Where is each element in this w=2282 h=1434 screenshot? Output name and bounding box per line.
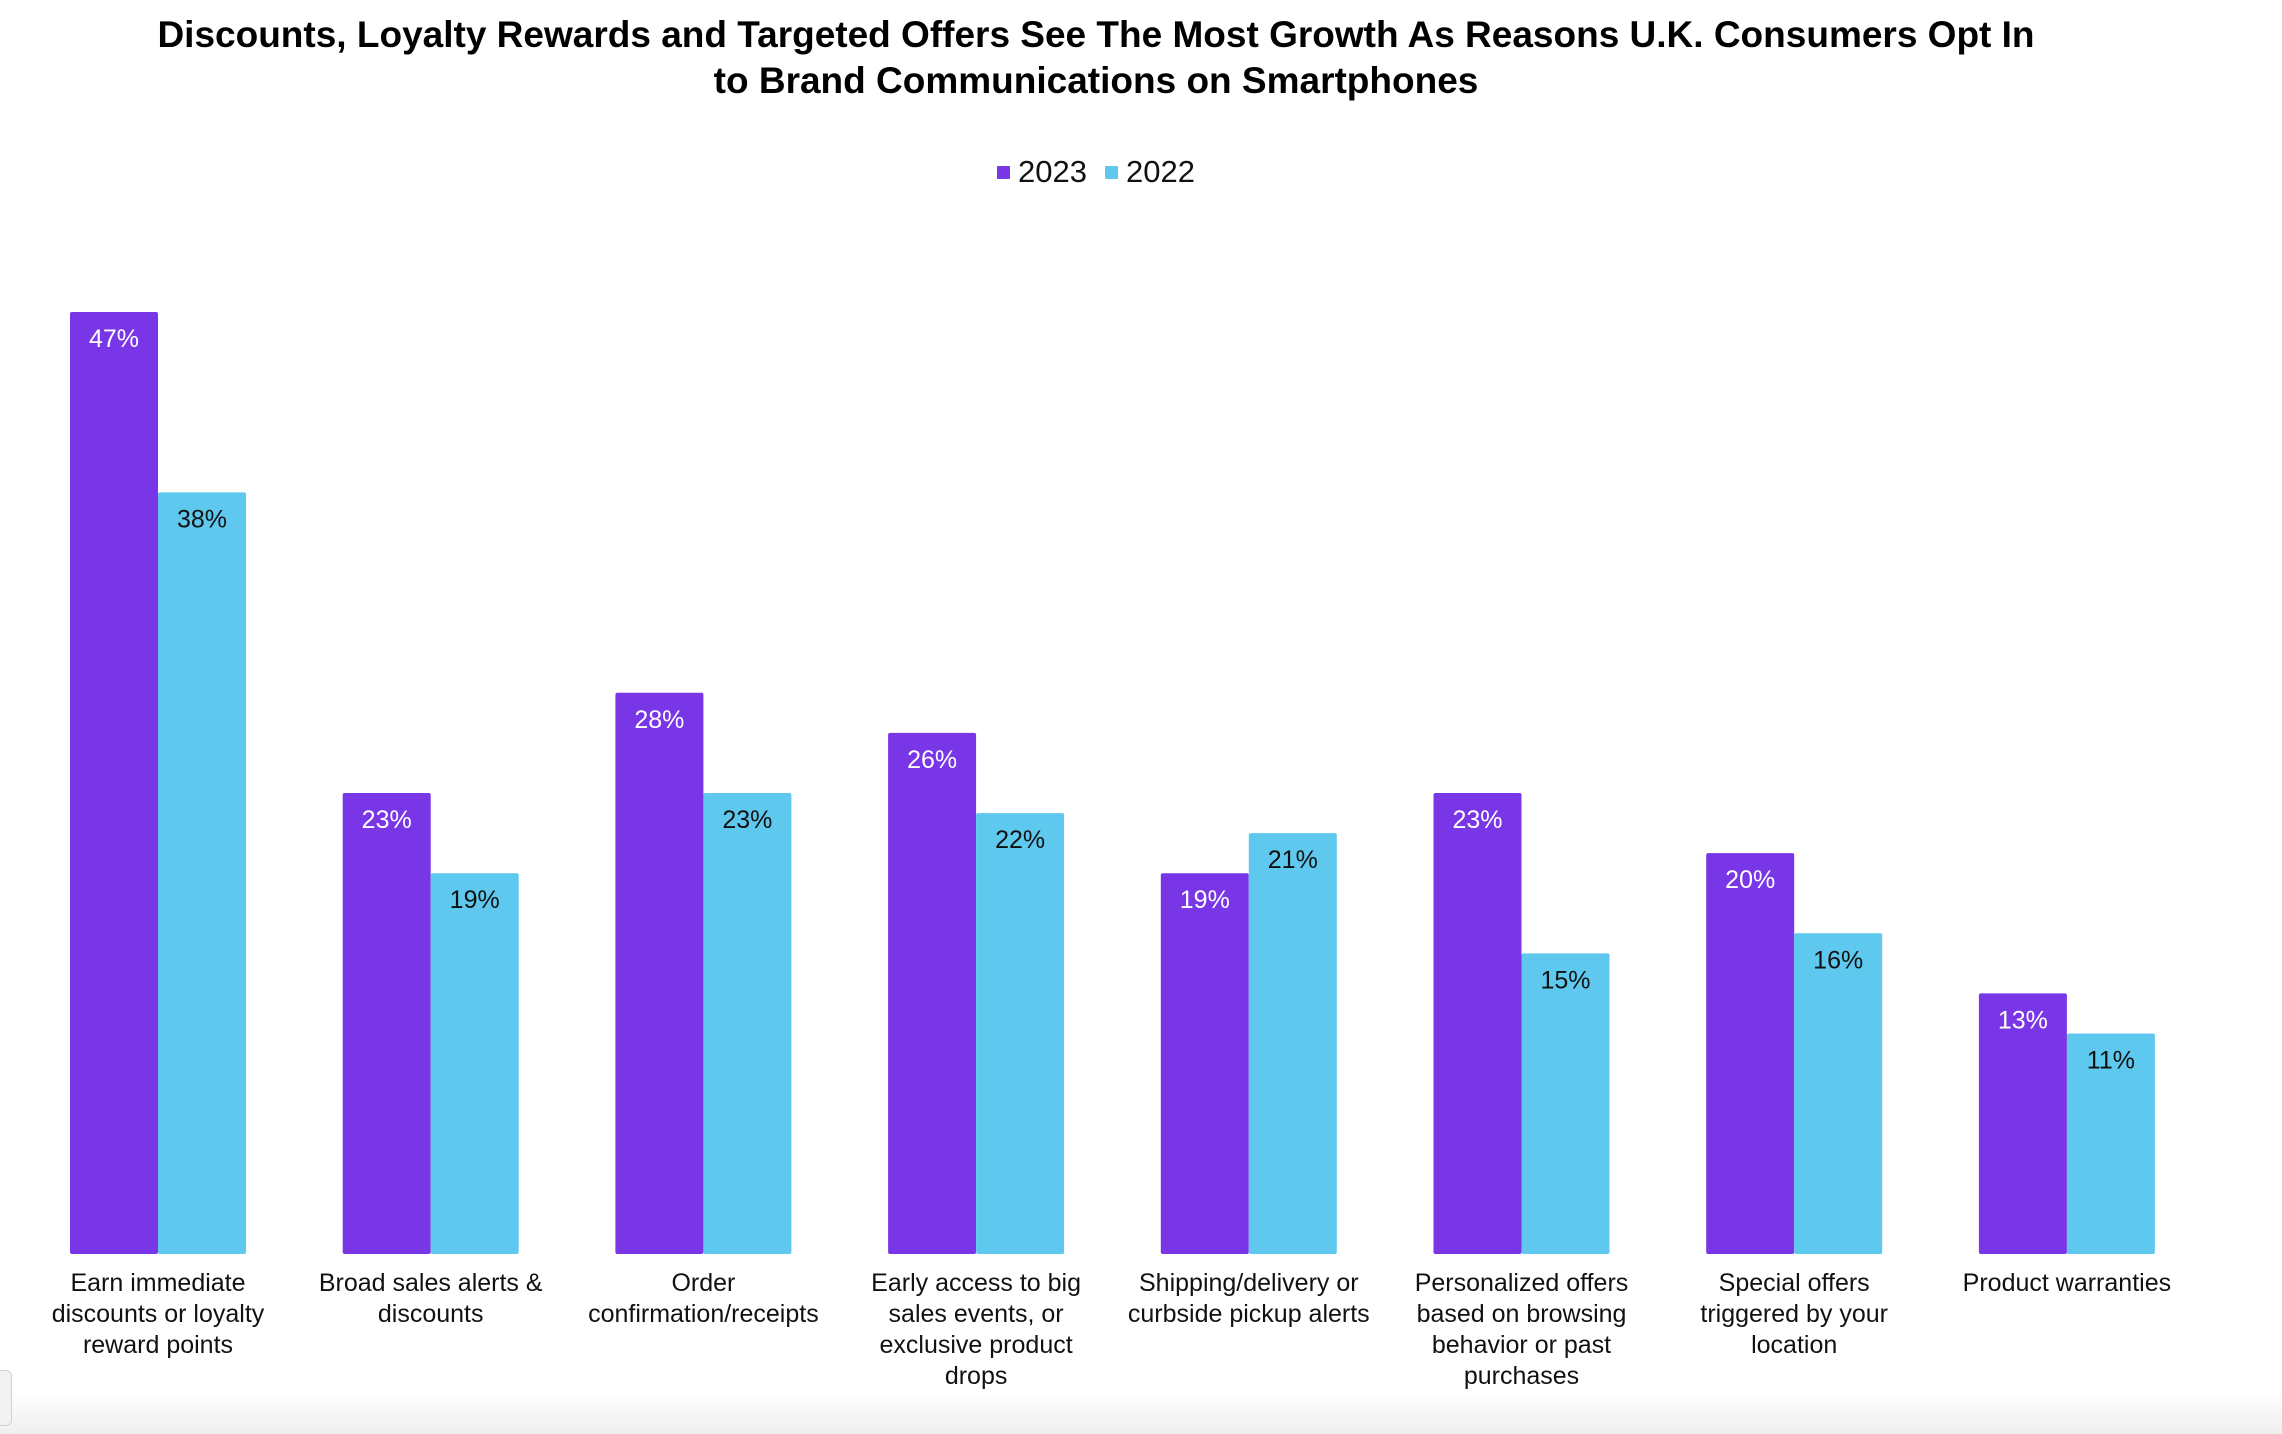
- data-label-2022-cat-0: 38%: [177, 505, 227, 533]
- category-label-3: Early access to big sales events, or exclu…: [846, 1268, 1106, 1392]
- bar-2022-cat-2: [703, 793, 792, 1254]
- category-label-1-line-0: Broad sales alerts &: [318, 1269, 543, 1297]
- category-label-0-line-2: reward points: [82, 1331, 234, 1359]
- data-label-2023-cat-4: 19%: [1180, 886, 1230, 914]
- bar-2023-cat-5: [1433, 793, 1522, 1254]
- data-label-2023-cat-1: 23%: [362, 806, 412, 834]
- data-label-2023-cat-2: 28%: [634, 706, 684, 734]
- bar-2023-cat-0: [70, 312, 158, 1254]
- category-label-3-line-3: drops: [944, 1362, 1008, 1390]
- bar-2023-cat-1: [342, 793, 431, 1254]
- category-label-3-line-2: exclusive product: [879, 1331, 1073, 1359]
- category-label-3-line-1: sales events, or: [888, 1300, 1064, 1328]
- category-label-1: Broad sales alerts & discounts: [301, 1268, 561, 1330]
- bar-2022-cat-0: [158, 492, 246, 1254]
- category-label-2: Order confirmation/receipts: [573, 1268, 833, 1330]
- category-label-0: Earn immediate discounts or loyalty reward…: [28, 1268, 288, 1361]
- category-label-5-line-1: based on browsing: [1416, 1300, 1627, 1328]
- category-label-3-line-0: Early access to big: [871, 1269, 1081, 1297]
- category-label-2-line-1: confirmation/receipts: [588, 1300, 819, 1328]
- legend-swatch-2023: [997, 165, 1011, 179]
- category-label-7: Product warranties: [1937, 1268, 2197, 1299]
- category-label-6-line-1: triggered by your: [1700, 1300, 1888, 1328]
- data-label-2023-cat-6: 20%: [1725, 866, 1775, 894]
- data-label-2022-cat-4: 21%: [1268, 846, 1318, 874]
- category-label-5-line-0: Personalized offers: [1414, 1269, 1629, 1297]
- bar-2023-cat-3: [888, 732, 977, 1254]
- data-label-2023-cat-7: 13%: [1998, 1006, 2048, 1034]
- data-label-2022-cat-5: 15%: [1540, 966, 1590, 994]
- bar-2022-cat-4: [1248, 833, 1337, 1254]
- data-label-2023-cat-0: 47%: [89, 325, 139, 353]
- data-label-2022-cat-6: 16%: [1813, 946, 1863, 974]
- bar-2023-cat-4: [1160, 873, 1249, 1254]
- bar-2022-cat-3: [976, 813, 1065, 1254]
- category-label-4: Shipping/delivery or curbside pickup aler…: [1119, 1268, 1379, 1330]
- category-label-0-line-1: discounts or loyalty: [51, 1300, 265, 1328]
- category-label-6: Special offers triggered by your location: [1664, 1268, 1924, 1361]
- legend-item-2022: 2022: [1105, 154, 1195, 190]
- chart-title-line-2: to Brand Communications on Smartphones: [713, 60, 1479, 101]
- category-label-7-line-0: Product warranties: [1962, 1269, 2172, 1297]
- category-label-5-line-2: behavior or past: [1431, 1331, 1612, 1359]
- category-label-4-line-0: Shipping/delivery or: [1139, 1269, 1359, 1297]
- bar-2022-cat-1: [430, 873, 519, 1254]
- scroll-handle[interactable]: [0, 1370, 12, 1426]
- category-label-2-line-0: Order: [671, 1269, 736, 1297]
- legend-swatch-2022: [1105, 165, 1118, 179]
- bar-2022-cat-6: [1794, 933, 1883, 1254]
- legend-item-2023: 2023: [997, 154, 1087, 190]
- bar-2023-cat-2: [615, 692, 704, 1254]
- data-label-2022-cat-3: 22%: [995, 826, 1045, 854]
- category-label-4-line-1: curbside pickup alerts: [1127, 1300, 1370, 1328]
- category-label-5: Personalized offers based on browsing beha…: [1392, 1268, 1652, 1392]
- category-label-6-line-2: location: [1751, 1331, 1838, 1359]
- category-label-1-line-1: discounts: [377, 1300, 484, 1328]
- chart-title-line-1: Discounts, Loyalty Rewards and Targeted …: [157, 14, 2035, 55]
- data-label-2022-cat-2: 23%: [722, 806, 772, 834]
- data-label-2022-cat-1: 19%: [450, 886, 500, 914]
- legend-label-2023: 2023: [1018, 154, 1087, 189]
- data-label-2022-cat-7: 11%: [2087, 1047, 2135, 1075]
- bar-2023-cat-7: [1978, 993, 2067, 1254]
- chart-title: Discounts, Loyalty Rewards and Targeted …: [0, 12, 2192, 104]
- bar-2023-cat-6: [1706, 853, 1795, 1254]
- category-label-0-line-0: Earn immediate: [70, 1269, 246, 1297]
- legend-label-2022: 2022: [1126, 154, 1195, 189]
- data-label-2023-cat-5: 23%: [1452, 806, 1502, 834]
- data-label-2023-cat-3: 26%: [907, 746, 957, 774]
- bar-2022-cat-5: [1521, 953, 1610, 1254]
- category-label-6-line-0: Special offers: [1718, 1269, 1870, 1297]
- category-label-5-line-3: purchases: [1463, 1362, 1580, 1390]
- bar-2022-cat-7: [2066, 1033, 2155, 1254]
- chart-legend: 2023 2022: [0, 154, 2192, 190]
